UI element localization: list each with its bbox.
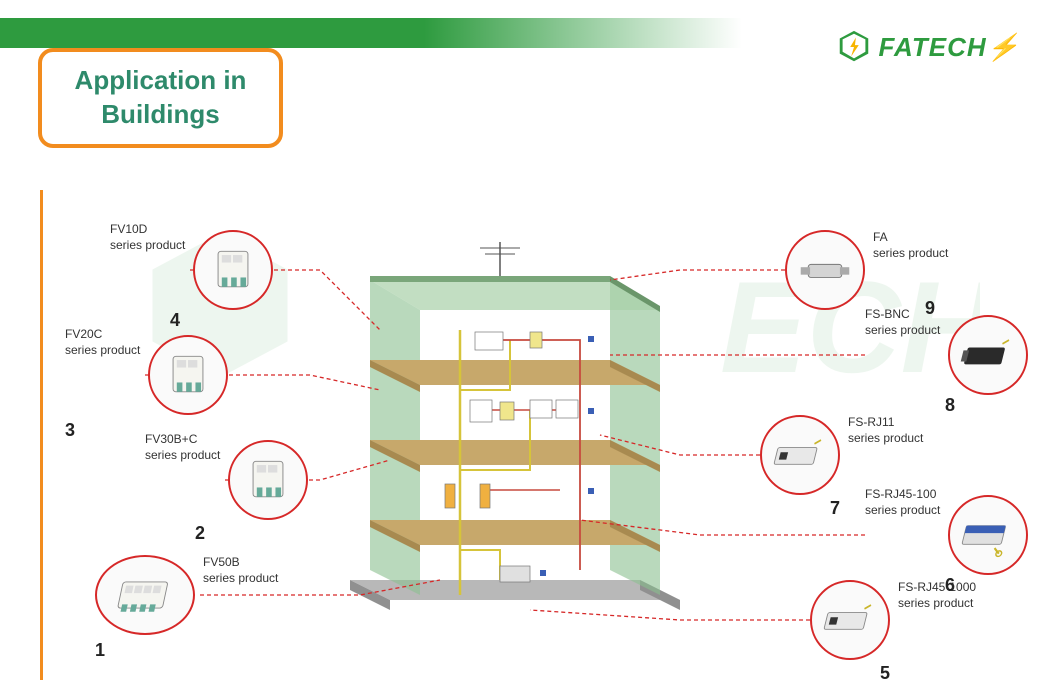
product-number: 7 xyxy=(830,498,840,519)
product-label: FV10Dseries product xyxy=(110,222,185,253)
logo-icon xyxy=(835,28,873,66)
product-number: 1 xyxy=(95,640,105,661)
title-box: Application in Buildings xyxy=(38,48,283,148)
product-icon xyxy=(193,230,273,310)
product-label: FS-RJ45-100series product xyxy=(865,487,940,518)
product-icon xyxy=(228,440,308,520)
product-callout-2: FV30B+Cseries product xyxy=(145,440,308,520)
logo: FATECH⚡ xyxy=(835,28,1020,66)
product-callout-9: FAseries product xyxy=(785,230,948,310)
product-icon xyxy=(948,495,1028,575)
product-callout-8: FS-BNCseries product xyxy=(865,315,1028,395)
product-callout-6: FS-RJ45-100series product xyxy=(865,495,1028,575)
product-callout-5: FS-RJ45-1000series product xyxy=(810,580,976,660)
product-label: FV30B+Cseries product xyxy=(145,432,220,463)
product-label: FS-RJ45-1000series product xyxy=(898,580,976,611)
logo-text: FATECH⚡ xyxy=(879,32,1020,63)
product-icon xyxy=(148,335,228,415)
product-icon xyxy=(95,555,195,635)
product-number: 8 xyxy=(945,395,955,416)
product-callout-3: FV20Cseries product xyxy=(65,335,228,415)
product-callout-1: FV50Bseries product xyxy=(95,555,278,635)
product-icon xyxy=(785,230,865,310)
product-label: FS-BNCseries product xyxy=(865,307,940,338)
building-diagram xyxy=(330,240,700,610)
product-number: 3 xyxy=(65,420,75,441)
product-label: FV20Cseries product xyxy=(65,327,140,358)
page-title: Application in Buildings xyxy=(42,64,279,132)
product-number: 4 xyxy=(170,310,180,331)
product-label: FAseries product xyxy=(873,230,948,261)
product-callout-7: FS-RJ11series product xyxy=(760,415,923,495)
product-icon xyxy=(760,415,840,495)
diagram-area: FV10Dseries product4FV20Cseries product3… xyxy=(40,180,1045,680)
product-icon xyxy=(948,315,1028,395)
product-number: 2 xyxy=(195,523,205,544)
product-number: 5 xyxy=(880,663,890,684)
product-callout-4: FV10Dseries product xyxy=(110,230,273,310)
product-label: FS-RJ11series product xyxy=(848,415,923,446)
product-label: FV50Bseries product xyxy=(203,555,278,586)
product-icon xyxy=(810,580,890,660)
